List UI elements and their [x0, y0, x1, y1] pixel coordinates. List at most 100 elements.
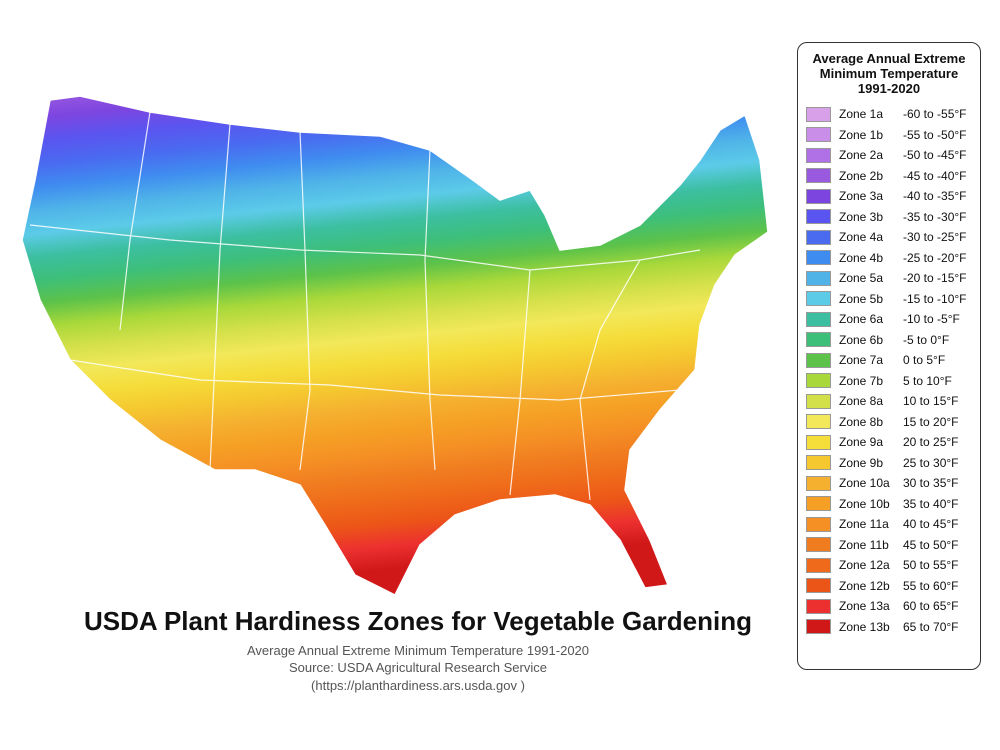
legend-swatch: [806, 291, 831, 307]
legend-swatch: [806, 537, 831, 553]
legend-item: Zone 8b 15 to 20°F: [806, 412, 972, 433]
zone-name: Zone 2b: [839, 168, 884, 183]
zone-range: 40 to 45°F: [903, 517, 959, 532]
zone-name: Zone 4a: [839, 230, 884, 245]
zone-name: Zone 8a: [839, 394, 884, 409]
legend-item: Zone 4b -25 to -20°F: [806, 248, 972, 269]
zone-name: Zone 7b: [839, 373, 884, 388]
state-lines: [29, 111, 701, 501]
zone-name: Zone 10a: [839, 476, 890, 491]
legend-swatch: [806, 311, 831, 327]
zone-range: 0 to 5°F: [903, 353, 946, 368]
legend-title: Minimum Temperature: [819, 66, 959, 81]
legend-item: Zone 1a -60 to -55°F: [806, 104, 972, 125]
legend-swatch: [806, 229, 831, 245]
legend-item: Zone 12a 50 to 55°F: [806, 555, 972, 576]
legend-item: Zone 2a -50 to -45°F: [806, 145, 972, 166]
zone-range: 65 to 70°F: [903, 619, 959, 634]
legend-swatch: [806, 127, 831, 143]
legend-swatch: [806, 270, 831, 286]
legend-item: Zone 5b -15 to -10°F: [806, 289, 972, 310]
legend-item: Zone 3b -35 to -30°F: [806, 207, 972, 228]
legend-item: Zone 6a -10 to -5°F: [806, 309, 972, 330]
zone-name: Zone 2a: [839, 148, 884, 163]
zone-name: Zone 1a: [839, 107, 884, 122]
legend-item: Zone 6b -5 to 0°F: [806, 330, 972, 351]
zone-name: Zone 12a: [839, 558, 890, 573]
legend-swatch: [806, 106, 831, 122]
zone-range: 30 to 35°F: [903, 476, 959, 491]
zone-range: -20 to -15°F: [903, 271, 967, 286]
legend-swatch: [806, 598, 831, 614]
zone-name: Zone 13a: [839, 599, 890, 614]
zone-name: Zone 6a: [839, 312, 884, 327]
legend-swatch: [806, 619, 831, 635]
legend-swatch: [806, 475, 831, 491]
zone-range: -35 to -30°F: [903, 209, 967, 224]
us-outline: [21, 95, 769, 597]
zone-name: Zone 11b: [839, 537, 889, 552]
legend-swatch: [806, 188, 831, 204]
legend-item: Zone 11b 45 to 50°F: [806, 535, 972, 556]
zone-range: 25 to 30°F: [903, 455, 959, 470]
legend-item: Zone 13a 60 to 65°F: [806, 596, 972, 617]
legend-swatch: [806, 434, 831, 450]
zone-range: -15 to -10°F: [903, 291, 967, 306]
legend-item: Zone 9a 20 to 25°F: [806, 432, 972, 453]
legend-swatch: [806, 496, 831, 512]
zone-name: Zone 7a: [839, 353, 884, 368]
zone-range: -50 to -45°F: [903, 148, 967, 163]
zone-range: 20 to 25°F: [903, 435, 959, 450]
legend-item: Zone 7a 0 to 5°F: [806, 350, 972, 371]
legend-item: Zone 8a 10 to 15°F: [806, 391, 972, 412]
legend-item: Zone 12b 55 to 60°F: [806, 576, 972, 597]
zone-range: 5 to 10°F: [903, 373, 952, 388]
legend-item: Zone 5a -20 to -15°F: [806, 268, 972, 289]
zone-range: -45 to -40°F: [903, 168, 967, 183]
legend-title: Average Annual Extreme: [812, 51, 966, 66]
legend-swatch: [806, 557, 831, 573]
zone-range: 55 to 60°F: [903, 578, 959, 593]
legend-item: Zone 13b 65 to 70°F: [806, 617, 972, 638]
map-title: USDA Plant Hardiness Zones for Vegetable…: [84, 606, 752, 636]
zone-name: Zone 8b: [839, 414, 884, 429]
zone-range: -55 to -50°F: [903, 127, 967, 142]
legend-swatch: [806, 250, 831, 266]
legend-swatch: [806, 209, 831, 225]
us-map: [21, 95, 769, 597]
zone-range: -30 to -25°F: [903, 230, 967, 245]
source-url: (https://planthardiness.ars.usda.gov ): [311, 678, 525, 693]
legend-item: Zone 10a 30 to 35°F: [806, 473, 972, 494]
zone-name: Zone 11a: [839, 517, 889, 532]
zone-name: Zone 3a: [839, 189, 884, 204]
zone-range: -60 to -55°F: [903, 107, 967, 122]
zone-range: 60 to 65°F: [903, 599, 959, 614]
source: Source: USDA Agricultural Research Servi…: [289, 660, 547, 675]
legend-item: Zone 3a -40 to -35°F: [806, 186, 972, 207]
subtitle: Average Annual Extreme Minimum Temperatu…: [246, 643, 590, 658]
zone-range: -25 to -20°F: [903, 250, 967, 265]
zone-name: Zone 9a: [839, 435, 884, 450]
legend: Average Annual Extreme Minimum Temperatur…: [797, 42, 981, 670]
zone-range: 10 to 15°F: [903, 394, 959, 409]
legend-item: Zone 11a 40 to 45°F: [806, 514, 972, 535]
legend-item: Zone 4a -30 to -25°F: [806, 227, 972, 248]
zone-name: Zone 4b: [839, 250, 884, 265]
legend-swatch: [806, 516, 831, 532]
legend-item: Zone 9b 25 to 30°F: [806, 453, 972, 474]
zone-range: 35 to 40°F: [903, 496, 959, 511]
legend-swatch: [806, 578, 831, 594]
legend-item: Zone 2b -45 to -40°F: [806, 166, 972, 187]
legend-swatch: [806, 147, 831, 163]
legend-item: Zone 7b 5 to 10°F: [806, 371, 972, 392]
zone-range: -5 to 0°F: [903, 332, 950, 347]
zone-range: -10 to -5°F: [903, 312, 960, 327]
zone-name: Zone 12b: [839, 578, 890, 593]
zone-name: Zone 13b: [839, 619, 890, 634]
zone-name: Zone 5a: [839, 271, 884, 286]
zone-name: Zone 3b: [839, 209, 884, 224]
zone-range: -40 to -35°F: [903, 189, 967, 204]
legend-swatch: [806, 168, 831, 184]
zone-name: Zone 6b: [839, 332, 884, 347]
